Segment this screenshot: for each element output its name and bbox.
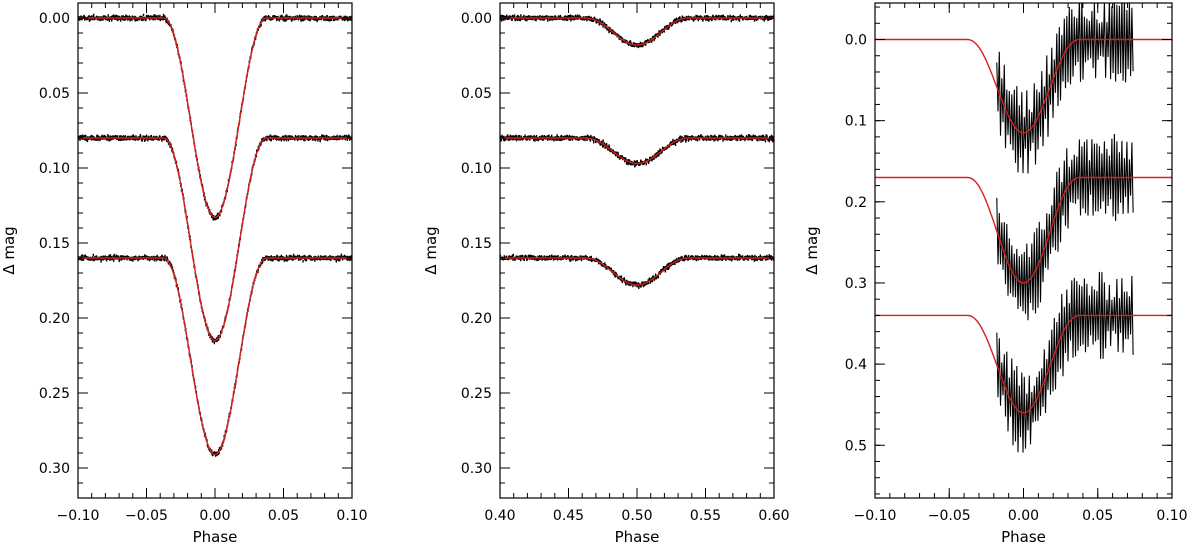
- plot-frame: [77, 2, 353, 499]
- plot-area: [875, 3, 1172, 453]
- model-curve-1: [500, 17, 774, 46]
- observations-series-3: [996, 271, 1134, 453]
- y-tick-label: 0.30: [461, 461, 492, 477]
- x-tick-label: 0.45: [553, 508, 584, 524]
- observations-series-2: [78, 134, 352, 345]
- y-tick-label: 0.20: [461, 311, 492, 327]
- model-curve-2: [500, 137, 774, 165]
- observations-points-3: [500, 253, 774, 289]
- x-tick-label: 0.50: [621, 508, 652, 524]
- observations-line-1: [996, 3, 1134, 174]
- model-curve-3: [500, 257, 774, 286]
- x-tick-label: 0.10: [336, 508, 367, 524]
- x-tick-label: −0.05: [125, 508, 168, 524]
- x-axis-label: Phase: [193, 528, 238, 546]
- y-tick-label: 0.3: [845, 276, 867, 292]
- observations-points-3: [78, 253, 352, 457]
- observations-line-2: [996, 133, 1134, 321]
- y-tick-label: 0.05: [461, 86, 492, 102]
- observations-series-3: [78, 253, 352, 457]
- model-curve-2: [78, 137, 352, 342]
- x-tick-label: 0.10: [1156, 508, 1187, 524]
- plot-area: [500, 14, 774, 289]
- y-tick-label: 0.15: [39, 236, 70, 252]
- observations-series-2: [996, 133, 1134, 321]
- y-axis: 0.0 0.1 0.2 0.3 0.4 0.5 Δ mag: [803, 6, 1172, 495]
- x-tick-label: 0.60: [758, 508, 789, 524]
- observations-series-1: [78, 13, 352, 221]
- x-tick-label: −0.05: [928, 508, 971, 524]
- observations-points-2: [78, 134, 352, 345]
- observations-series-1: [996, 3, 1134, 174]
- y-axis-label: Δ mag: [0, 226, 18, 274]
- y-tick-label: 0.10: [461, 161, 492, 177]
- x-tick-label: 0.05: [268, 508, 299, 524]
- x-tick-label: 0.40: [484, 508, 515, 524]
- y-tick-label: 0.4: [845, 357, 867, 373]
- y-tick-label: 0.5: [845, 438, 867, 454]
- x-axis-label: Phase: [1001, 528, 1046, 546]
- x-tick-label: 0.05: [1082, 508, 1113, 524]
- x-axis-label: Phase: [615, 528, 660, 546]
- x-axis: −0.10 −0.05 0.00 0.05 0.10 Phase: [854, 3, 1188, 546]
- observations-points-1: [500, 14, 774, 49]
- observations-series-3: [500, 253, 774, 289]
- observations-series-2: [500, 134, 774, 168]
- y-tick-label: 0.00: [39, 11, 70, 27]
- y-axis-label: Δ mag: [422, 226, 440, 274]
- observations-series-1: [500, 14, 774, 49]
- y-tick-label: 0.2: [845, 195, 867, 211]
- observations-line-3: [996, 271, 1134, 453]
- observations-points-2: [500, 134, 774, 168]
- y-tick-label: 0.1: [845, 114, 867, 130]
- y-tick-label: 0.20: [39, 311, 70, 327]
- y-axis: 0.00 0.05 0.10 0.15 0.20 0.25 0.30 Δ mag: [0, 2, 352, 499]
- y-tick-label: 0.30: [39, 461, 70, 477]
- observations-points-1: [78, 13, 352, 221]
- x-axis: 0.40 0.45 0.50 0.55 0.60 Phase: [484, 3, 790, 546]
- model-curve-2: [875, 176, 1172, 284]
- y-tick-label: 0.05: [39, 86, 70, 102]
- plot-area: [78, 13, 352, 457]
- y-tick-label: 0.25: [461, 386, 492, 402]
- y-tick-label: 0.15: [461, 236, 492, 252]
- y-tick-label: 0.0: [845, 33, 867, 49]
- plot-frame: [499, 2, 775, 499]
- model-curve-3: [78, 257, 352, 456]
- model-curve-3: [875, 314, 1172, 414]
- x-tick-label: −0.10: [854, 508, 897, 524]
- x-tick-label: 0.00: [1008, 508, 1039, 524]
- y-tick-label: 0.10: [39, 161, 70, 177]
- x-axis: −0.10 −0.05 0.00 0.05 0.10 Phase: [57, 3, 368, 546]
- chart-panel-3: −0.10 −0.05 0.00 0.05 0.10Phase0.00.10.20.30…: [803, 2, 1188, 546]
- x-tick-label: 0.55: [690, 508, 721, 524]
- x-tick-label: 0.00: [199, 508, 230, 524]
- model-curve-1: [78, 17, 352, 219]
- chart-panel-2: 0.40 0.45 0.50 0.55 0.60 Phase 0.00 0.05 0.10 0.1…: [422, 2, 790, 546]
- y-axis-label: Δ mag: [803, 226, 821, 274]
- x-tick-label: −0.10: [57, 508, 100, 524]
- chart-panel-1: −0.10 −0.05 0.00 0.05 0.10Phase0.000.050.100…: [0, 2, 368, 546]
- y-tick-label: 0.25: [39, 386, 70, 402]
- y-tick-label: 0.00: [461, 11, 492, 27]
- y-axis: 0.00 0.05 0.10 0.15 0.20 0.25 0.30 Δ mag: [422, 2, 774, 499]
- model-curve-1: [875, 38, 1172, 134]
